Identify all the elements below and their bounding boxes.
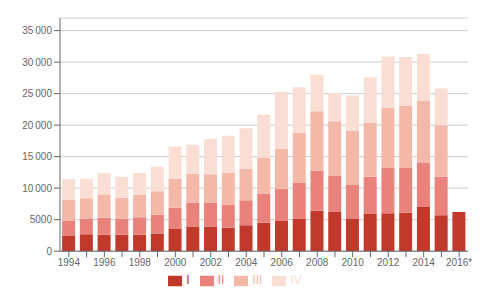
svg-text:25 000: 25 000 (22, 88, 52, 99)
svg-text:0: 0 (46, 246, 52, 257)
html-text:II: II (217, 273, 225, 288)
svg-text:5000: 5000 (30, 214, 53, 225)
svg-text:2004: 2004 (235, 257, 258, 268)
svg-text:2012: 2012 (377, 257, 400, 268)
svg-text:2000: 2000 (164, 257, 187, 268)
svg-text:2016*: 2016* (446, 257, 472, 268)
svg-text:30 000: 30 000 (22, 57, 52, 68)
html-text:I: I (186, 273, 190, 288)
svg-text:2010: 2010 (342, 257, 365, 268)
html-text:III: III (252, 273, 263, 288)
svg-text:2006: 2006 (271, 257, 294, 268)
svg-text:1998: 1998 (129, 257, 152, 268)
svg-text:2002: 2002 (200, 257, 223, 268)
svg-text:1996: 1996 (93, 257, 116, 268)
svg-text:2008: 2008 (306, 257, 329, 268)
svg-text:15 000: 15 000 (22, 151, 52, 162)
html-text:IV: IV (290, 273, 302, 288)
svg-text:20 000: 20 000 (22, 120, 52, 131)
svg-text:2014: 2014 (413, 257, 436, 268)
svg-text:10 000: 10 000 (22, 183, 52, 194)
svg-text:1994: 1994 (58, 257, 81, 268)
svg-text:35 000: 35 000 (22, 25, 52, 36)
